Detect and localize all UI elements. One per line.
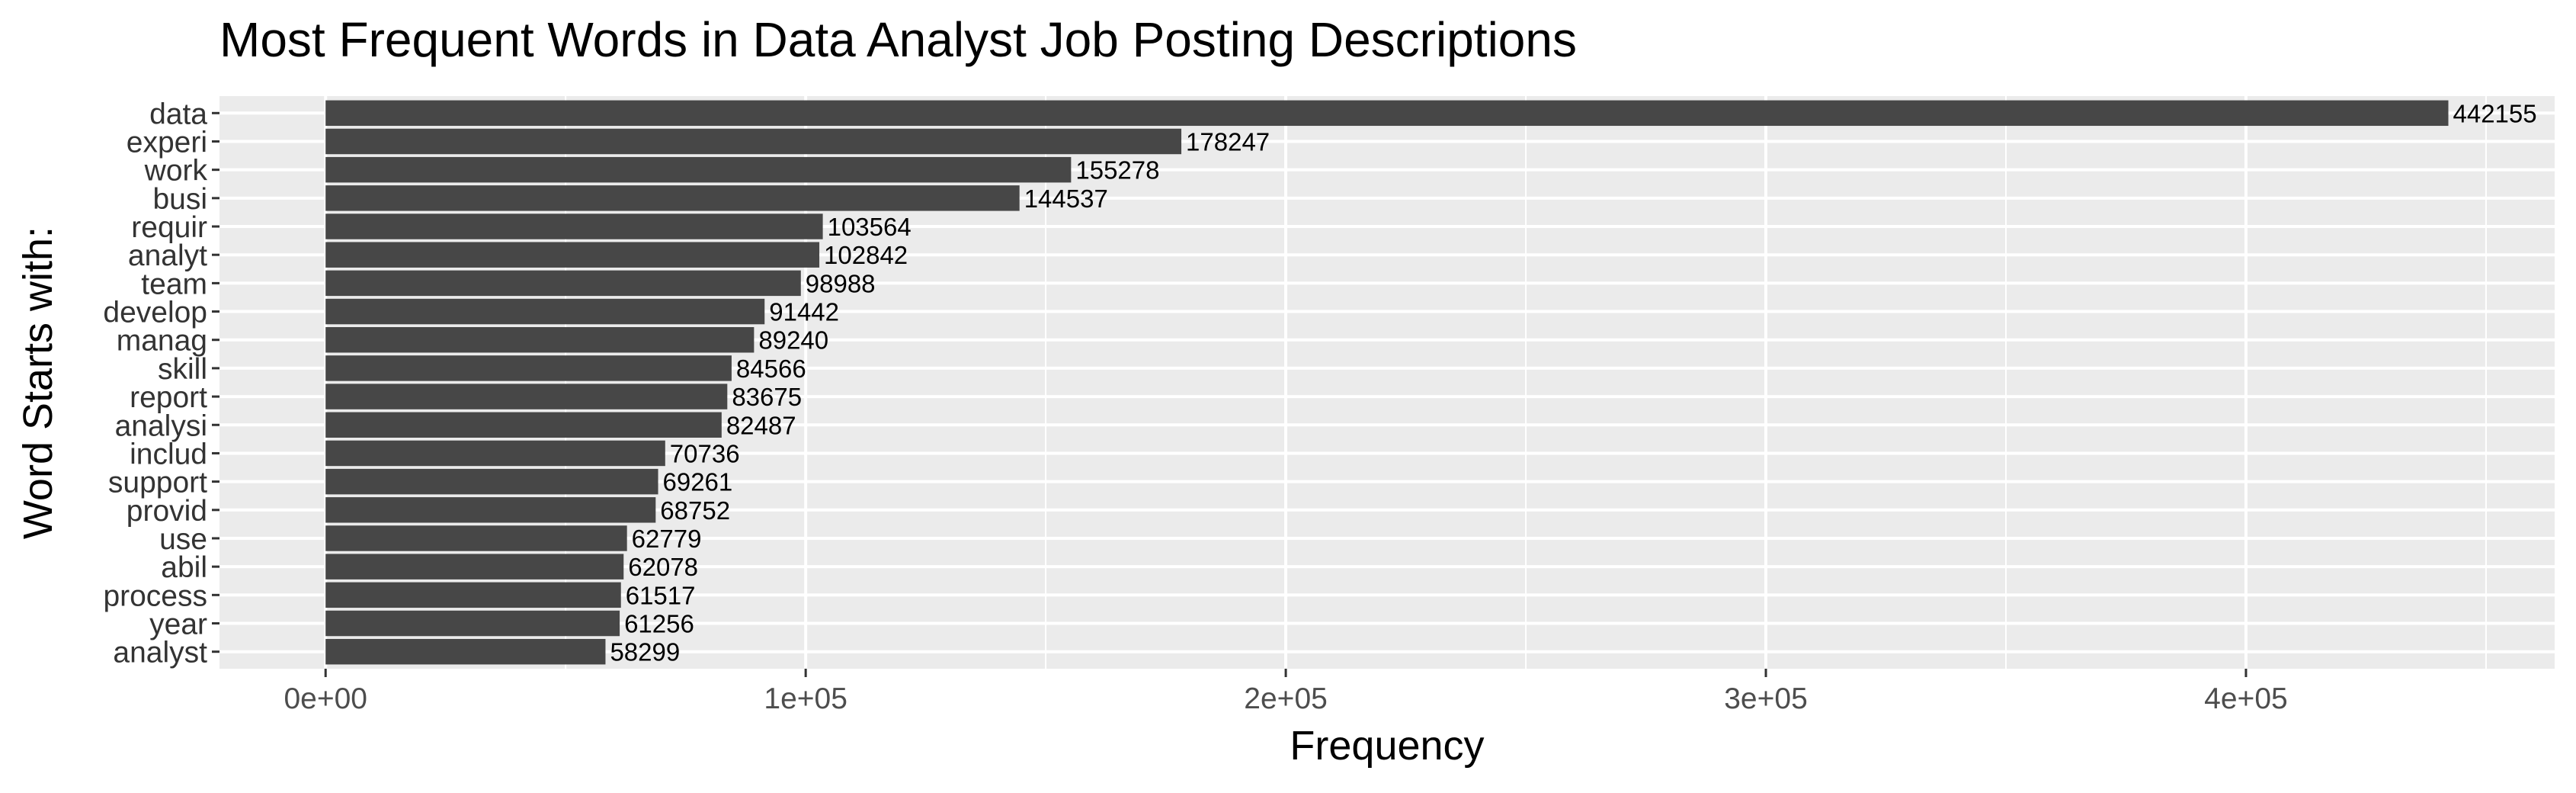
y-tick-label-work: work <box>144 155 208 188</box>
bar-process <box>325 582 621 608</box>
bar-data <box>325 100 2449 127</box>
y-tick-label-requir: requir <box>131 211 207 244</box>
bars <box>325 100 2449 665</box>
data-label-year: 61256 <box>624 610 694 638</box>
y-tick-label-experi: experi <box>127 126 207 159</box>
y-tick-label-analysi: analysi <box>115 409 207 442</box>
bar-manag <box>325 327 755 353</box>
data-label-experi: 178247 <box>1186 127 1270 156</box>
y-tick-label-data: data <box>149 98 207 130</box>
data-label-team: 98988 <box>806 269 876 297</box>
y-tick-label-support: support <box>108 467 207 499</box>
x-tick-label: 1e+05 <box>764 682 847 715</box>
bar-develop <box>325 298 765 325</box>
y-tick-label-develop: develop <box>103 297 207 329</box>
bar-analyst <box>325 638 606 665</box>
x-axis: 0e+00 1e+05 2e+05 3e+05 4e+05 <box>284 669 2288 715</box>
y-axis: dataexperiworkbusirequiranalytteamdevelo… <box>103 98 219 669</box>
x-axis-title: Frequency <box>1290 723 1484 769</box>
data-label-skill: 84566 <box>736 355 806 383</box>
bar-analysi <box>325 412 722 438</box>
data-label-busi: 144537 <box>1024 185 1108 213</box>
y-tick-label-abil: abil <box>161 551 207 584</box>
data-label-develop: 91442 <box>769 298 839 326</box>
bar-report <box>325 384 728 409</box>
y-tick-label-process: process <box>103 580 207 612</box>
data-label-provid: 68752 <box>660 496 730 525</box>
bar-use <box>325 525 627 551</box>
y-tick-label-provid: provid <box>127 495 207 528</box>
data-label-analyt: 102842 <box>824 241 908 269</box>
x-tick-label: 4e+05 <box>2204 682 2288 715</box>
chart-title: Most Frequent Words in Data Analyst Job … <box>219 12 1577 67</box>
y-tick-label-busi: busi <box>152 183 207 216</box>
data-label-abil: 62078 <box>628 553 698 581</box>
data-label-work: 155278 <box>1075 156 1159 185</box>
data-label-manag: 89240 <box>758 326 828 355</box>
x-tick-label: 3e+05 <box>1724 682 1808 715</box>
bar-analyt <box>325 242 820 268</box>
x-tick-label: 0e+00 <box>284 682 367 715</box>
bar-support <box>325 468 658 495</box>
data-label-data: 442155 <box>2453 99 2537 127</box>
y-tick-label-analyt: analyt <box>128 239 207 272</box>
y-tick-label-use: use <box>159 523 207 556</box>
bar-provid <box>325 497 656 523</box>
data-label-report: 83675 <box>732 383 802 411</box>
data-label-process: 61517 <box>626 581 696 609</box>
data-label-analyst: 58299 <box>610 638 680 666</box>
bar-requir <box>325 214 823 239</box>
y-tick-label-team: team <box>141 268 207 300</box>
y-tick-label-year: year <box>149 608 207 641</box>
y-tick-label-includ: includ <box>130 438 207 470</box>
data-label-requir: 103564 <box>828 213 912 241</box>
data-label-includ: 70736 <box>670 439 740 467</box>
y-tick-label-report: report <box>130 381 207 414</box>
bar-abil <box>325 554 624 580</box>
bar-includ <box>325 440 665 467</box>
data-label-use: 62779 <box>632 525 702 553</box>
y-tick-label-manag: manag <box>117 325 207 358</box>
y-tick-label-skill: skill <box>158 353 207 386</box>
y-tick-label-analyst: analyst <box>113 637 207 669</box>
data-label-analysi: 82487 <box>726 411 796 439</box>
bar-experi <box>325 128 1182 155</box>
bar-busi <box>325 185 1020 211</box>
bar-skill <box>325 355 732 381</box>
bar-work <box>325 156 1072 183</box>
x-tick-label: 2e+05 <box>1244 682 1328 715</box>
data-label-support: 69261 <box>663 468 733 496</box>
y-axis-title: Word Starts with: <box>15 226 61 539</box>
bar-year <box>325 610 620 637</box>
bar-team <box>325 270 801 297</box>
